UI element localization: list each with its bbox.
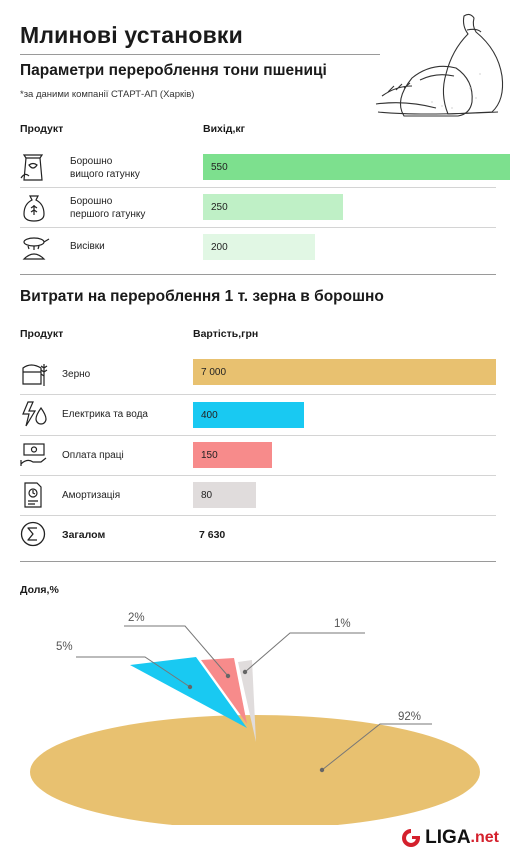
table2-header-cost: Вартість,грн (193, 328, 259, 340)
pie-leader-dot (242, 669, 248, 675)
table2-row3-bar: 150 (193, 442, 272, 468)
table2-row4-value: 80 (201, 489, 213, 501)
table2-row-divider (20, 394, 496, 395)
table2-row4-label: Амортизація (62, 490, 121, 501)
table1-row2-bar: 250 (203, 194, 343, 220)
table1-row3-value: 200 (211, 241, 228, 253)
section-divider (20, 561, 496, 562)
electricity-water-icon (22, 401, 47, 427)
table2-row2-value: 400 (201, 409, 218, 421)
table2-row1-value: 7 000 (201, 366, 227, 378)
table1-row-divider (20, 187, 496, 188)
pie-leader-line (244, 632, 365, 673)
logo-text: LIGA (425, 827, 471, 848)
page-subtitle: Параметри перероблення тони пшениці (20, 62, 327, 79)
pie-leader-line (124, 625, 229, 677)
pie-leader-dot (225, 673, 231, 679)
flour-sack-icon (23, 195, 45, 222)
table1-row1-value: 550 (211, 161, 228, 173)
pie-leader-line (321, 723, 432, 771)
table2-row1-label: Зерно (62, 369, 91, 380)
logo-suffix: .net (470, 829, 499, 846)
bran-sieve-icon (22, 237, 50, 260)
share-pie-chart: 92% 5% 2% 1% (30, 612, 480, 825)
pie-leader-dot (319, 767, 325, 773)
pie-label-electricity: 5% (56, 641, 73, 653)
table2-row3-value: 150 (201, 449, 218, 461)
flour-bags-illustration-icon (375, 13, 504, 117)
table1-row-divider (20, 227, 496, 228)
table2-row-divider (20, 475, 496, 476)
pie-slice-salary (201, 658, 247, 724)
pie-slice-depreciation (238, 660, 256, 742)
table1-row3-label: Висівки (70, 241, 105, 252)
table2-row-divider (20, 435, 496, 436)
table1-row1-bar: 550 (203, 154, 510, 180)
pie-leader-line (76, 656, 191, 688)
share-title: Доля,% (20, 584, 59, 596)
table1-header-product: Продукт (20, 123, 64, 135)
table1-row1-label: Борошно вищого гатунку (70, 156, 140, 180)
pie-label-salary: 2% (128, 612, 145, 624)
liga-logo-icon (402, 829, 421, 847)
page-title: Млинові установки (20, 22, 243, 48)
table1-row2-label: Борошно першого гатунку (70, 196, 146, 220)
table2-row-divider (20, 515, 496, 516)
table2-row4-bar: 80 (193, 482, 257, 508)
title-divider (20, 54, 380, 55)
pie-leader-dot (187, 684, 193, 690)
table1-row3-bar: 200 (203, 234, 315, 260)
table2-row2-bar: 400 (193, 402, 305, 428)
pie-label-depreciation: 1% (334, 618, 351, 630)
section2-title: Витрати на перероблення 1 т. зерна в бор… (20, 288, 384, 305)
source-note: *за даними компанії СТАРТ-АП (Харків) (20, 89, 195, 100)
depreciation-icon (24, 482, 42, 508)
table2-row1-bar: 7 000 (193, 359, 496, 385)
liga-logo[interactable]: LIGA .net (400, 827, 499, 849)
pie-slice-electricity (130, 657, 247, 728)
pie-slice-grain (30, 715, 480, 825)
table2-row3-label: Оплата праці (62, 450, 124, 461)
flour-bag-icon (20, 154, 44, 181)
table2-header-product: Продукт (20, 328, 64, 340)
grain-icon (22, 364, 48, 386)
table1-header-output: Вихід,кг (203, 123, 246, 135)
total-value: 7 630 (199, 529, 226, 541)
salary-icon (20, 443, 47, 466)
pie-label-grain: 92% (398, 711, 421, 723)
table2-row2-label: Електрика та вода (62, 409, 148, 420)
total-label: Загалом (62, 529, 106, 541)
table1-row2-value: 250 (211, 201, 228, 213)
section-divider (20, 274, 496, 275)
sum-icon (20, 521, 46, 547)
